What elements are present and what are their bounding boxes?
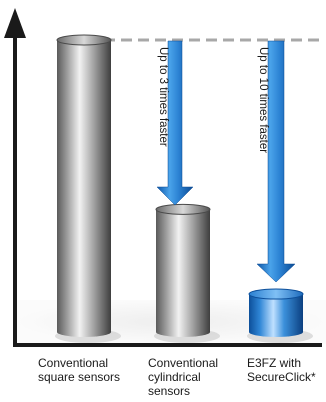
speed-arrow-2: Up to 10 times faster [256, 40, 296, 283]
bar-body [57, 40, 111, 332]
category-label-3: E3FZ with SecureClick* [247, 356, 316, 384]
bar-1 [55, 34, 121, 343]
arrow-label: Up to 3 times faster [157, 47, 169, 147]
bar-top [248, 288, 304, 300]
arrow-label: Up to 10 times faster [257, 47, 269, 153]
arrows-layer: Up to 3 times faster Up to 10 times faste… [156, 40, 296, 283]
bar-body [249, 294, 303, 332]
bar-3 [247, 288, 313, 343]
bar-base [249, 327, 303, 337]
bars-layer [55, 34, 313, 343]
y-axis-arrowhead [4, 8, 26, 38]
bar-top [56, 34, 112, 46]
bar-base [156, 327, 210, 337]
bar-top [155, 203, 211, 215]
bar-2 [154, 203, 220, 343]
category-label-2: Conventional cylindrical sensors [148, 356, 219, 398]
bar-base [57, 327, 111, 337]
speed-arrow-1: Up to 3 times faster [156, 40, 194, 206]
arrow-shape [256, 40, 296, 283]
arrow-shape [156, 40, 194, 206]
bar-body [156, 209, 210, 332]
category-label-1: Conventional square sensors [38, 356, 121, 384]
